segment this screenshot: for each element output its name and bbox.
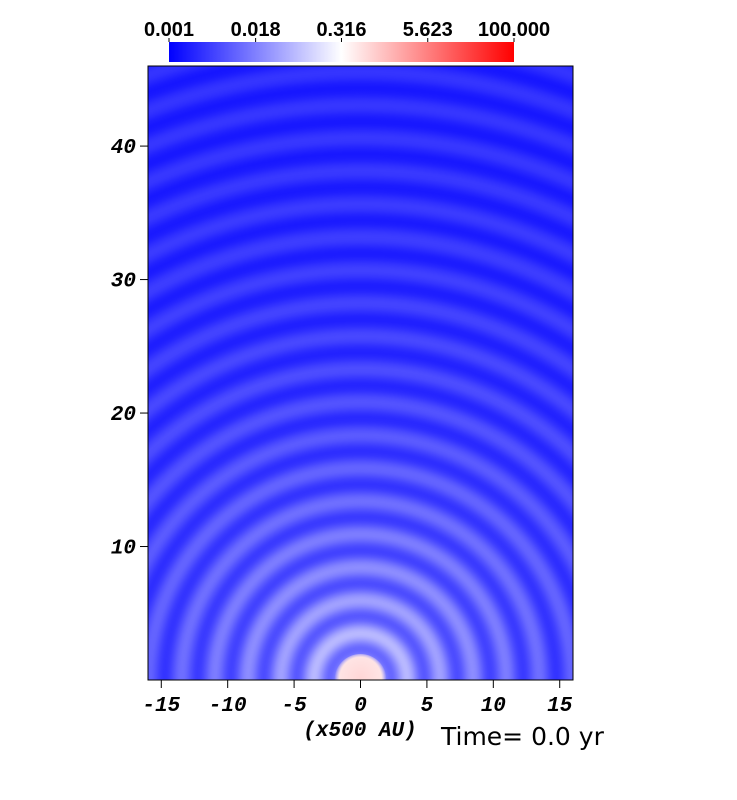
colorbar-tick-label: 0.001 bbox=[144, 19, 194, 41]
x-tick-label: -10 bbox=[209, 695, 247, 718]
y-tick-label: 40 bbox=[111, 137, 136, 160]
y-tick-label: 10 bbox=[111, 538, 136, 561]
x-tick-label: 15 bbox=[547, 695, 573, 718]
colorbar-tick-label: 100.000 bbox=[478, 19, 550, 41]
y-tick-label: 20 bbox=[111, 404, 136, 427]
colorbar bbox=[169, 42, 514, 62]
x-tick-label: -15 bbox=[142, 695, 180, 718]
x-tick-label: 0 bbox=[354, 695, 367, 718]
x-tick-label: -5 bbox=[281, 695, 307, 718]
colorbar-tick-label: 0.018 bbox=[231, 19, 281, 41]
x-tick-label: 10 bbox=[481, 695, 506, 718]
y-tick-label: 30 bbox=[111, 271, 136, 294]
field-image bbox=[148, 66, 573, 680]
x-axis-label: (x500 AU) bbox=[303, 720, 416, 743]
colorbar-tick-label: 0.316 bbox=[316, 19, 366, 41]
time-annotation: Time= 0.0 yr bbox=[440, 722, 605, 751]
x-tick-label: 5 bbox=[421, 695, 434, 718]
colorbar-tick-label: 5.623 bbox=[403, 19, 453, 41]
